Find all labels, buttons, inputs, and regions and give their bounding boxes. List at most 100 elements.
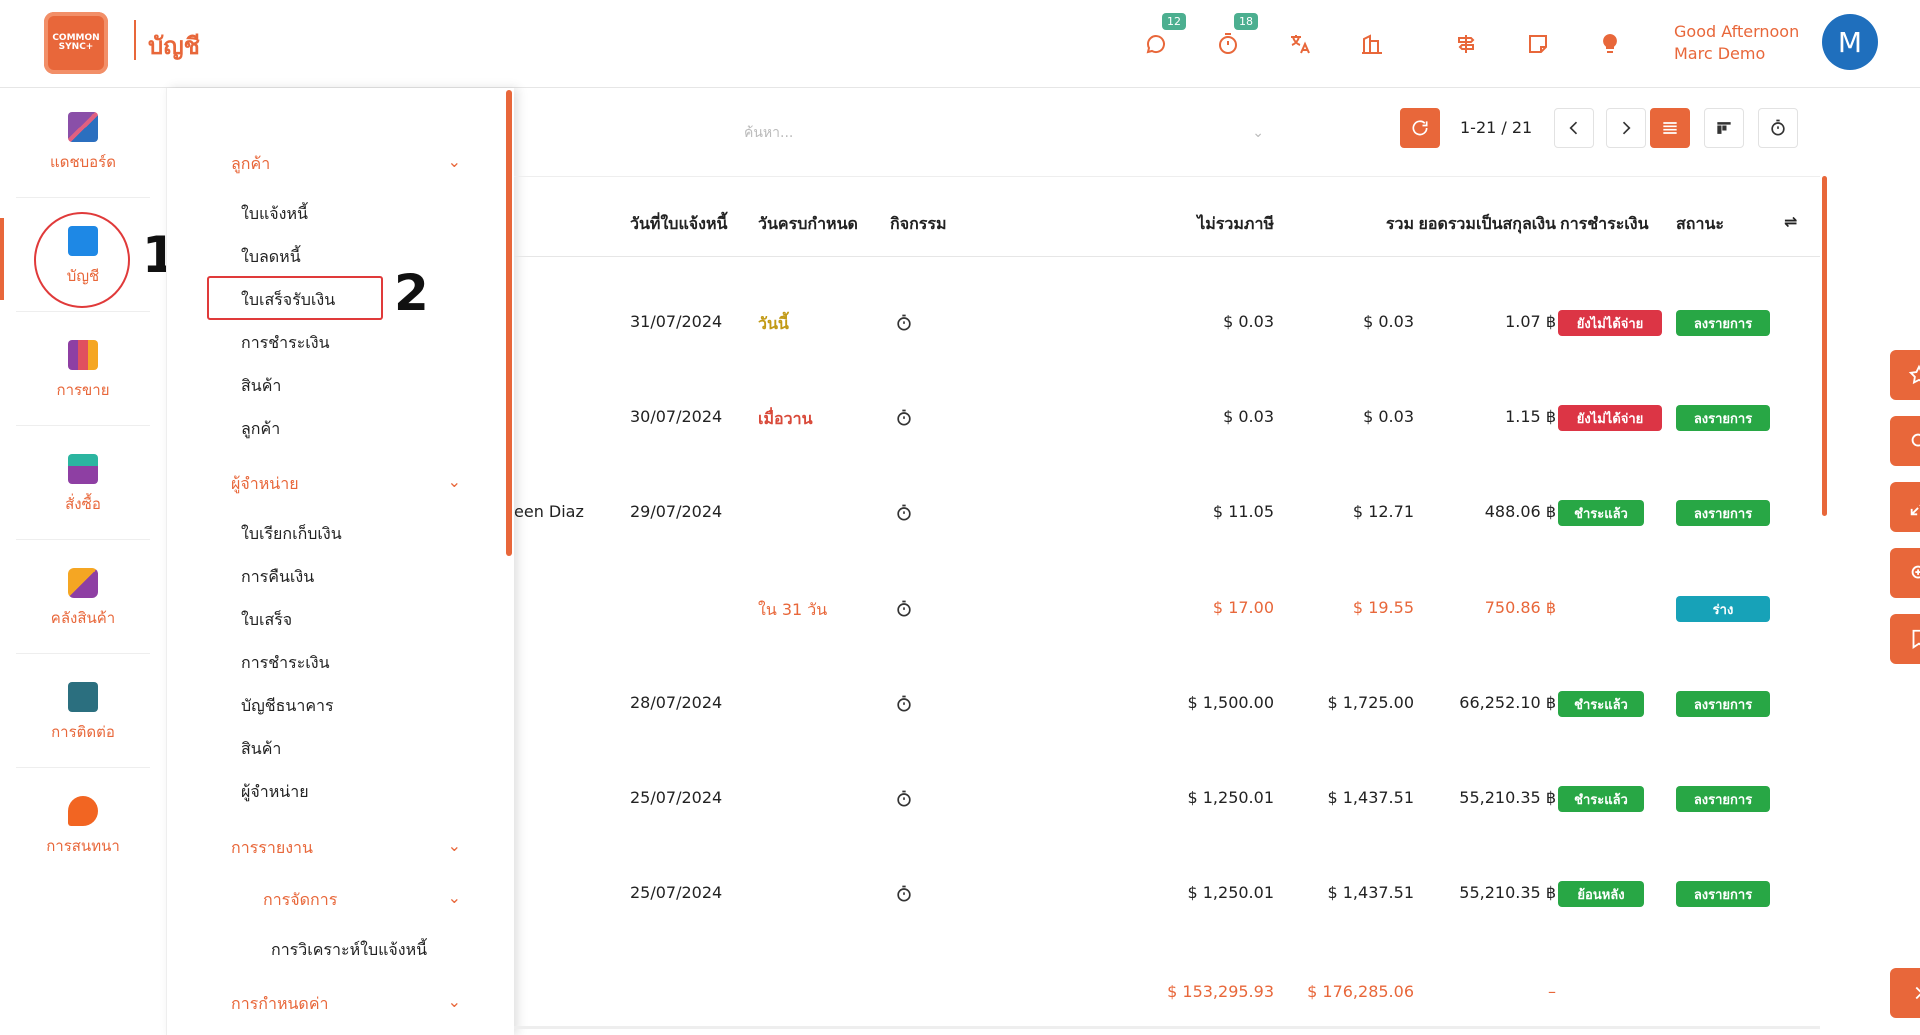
payment-status-badge: ย้อนหลัง (1558, 881, 1644, 907)
chevron-left-icon (1569, 121, 1578, 135)
logo-divider (134, 20, 136, 60)
kanban-icon (1717, 122, 1731, 134)
submenu-item-credit-notes[interactable]: ใบลดหนี้ (241, 247, 301, 266)
annotation-box (207, 276, 383, 320)
submenu-item-invoices[interactable]: ใบแจ้งหนี้ (241, 204, 308, 223)
footer-divider (514, 1026, 1820, 1029)
chevron-down-icon: ⌄ (447, 472, 461, 491)
refresh-button[interactable] (1400, 108, 1440, 148)
col-untaxed[interactable]: ไม่รวมภาษี (1197, 214, 1274, 233)
toolbar-divider (514, 176, 1820, 177)
nav-dashboard[interactable]: แดชบอร์ด (16, 88, 150, 198)
untaxed-cell: $ 11.05 (1212, 502, 1274, 521)
payment-status-badge: ยังไม่ได้จ่าย (1558, 405, 1662, 431)
partner-cell: een Diaz (514, 502, 584, 521)
favorite-button[interactable] (1890, 350, 1920, 400)
refresh-icon (1412, 120, 1428, 136)
messages-icon[interactable]: 12 (1142, 13, 1186, 58)
col-status[interactable]: สถานะ (1676, 214, 1724, 233)
col-activity[interactable]: กิจกรรม (890, 214, 947, 233)
status-badge: ลงรายการ (1676, 881, 1770, 907)
submenu-head-management[interactable]: การจัดการ ⌄ (263, 888, 461, 913)
main-scrollbar[interactable] (1822, 176, 1827, 516)
zoom-button[interactable] (1890, 548, 1920, 598)
submenu-item-refunds[interactable]: การคืนเงิน (241, 567, 315, 586)
main-content: ค้นหา... ⌄ 1-21 / 21 วันที่ใบแจ้งหนี้ วั… (514, 88, 1860, 1035)
col-total-currency[interactable]: ยอดรวมเป็นสกุลเงิน (1418, 214, 1556, 233)
star-icon (1908, 364, 1920, 385)
avatar[interactable]: M (1822, 14, 1878, 70)
nav-inventory[interactable]: คลังสินค้า (16, 544, 150, 654)
nav-label: คลังสินค้า (50, 608, 116, 627)
payment-status-badge: ยังไม่ได้จ่าย (1558, 310, 1662, 336)
company-icon[interactable] (1358, 30, 1386, 58)
activity-timer-icon[interactable] (894, 313, 914, 333)
nav-sales[interactable]: การขาย (16, 316, 150, 426)
language-icon[interactable] (1286, 30, 1314, 58)
nav-purchase[interactable]: สั่งซื้อ (16, 430, 150, 540)
prev-page-button[interactable] (1554, 108, 1594, 148)
activity-timer-icon[interactable] (894, 599, 914, 619)
app-logo[interactable]: COMMON SYNC+ (44, 12, 108, 74)
submenu-scrollbar[interactable] (506, 90, 512, 556)
submenu-item-customers[interactable]: ลูกค้า (241, 419, 281, 438)
submenu-item-vendors[interactable]: ผู้จำหน่าย (241, 782, 309, 801)
col-payment[interactable]: การชำระเงิน (1560, 214, 1649, 233)
bookmark-button[interactable] (1890, 614, 1920, 664)
col-due-date[interactable]: วันครบกำหนด (758, 214, 858, 233)
top-bar: COMMON SYNC+ บัญชี 12 18 Good Afternoon … (0, 0, 1920, 88)
activity-timer-icon[interactable] (894, 503, 914, 523)
expand-button[interactable] (1890, 482, 1920, 532)
submenu-item-invoice-analysis[interactable]: การวิเคราะห์ใบแจ้งหนี้ (271, 940, 428, 959)
search-tool-button[interactable] (1890, 416, 1920, 466)
active-indicator (0, 218, 4, 300)
submenu-head-vendors[interactable]: ผู้จำหน่าย ⌄ (231, 472, 461, 497)
activity-timer-icon[interactable] (894, 694, 914, 714)
activity-timer-icon[interactable] (894, 789, 914, 809)
nav-discuss[interactable]: การสนทนา (16, 772, 150, 882)
submenu-item-vendor-products[interactable]: สินค้า (241, 739, 282, 758)
submenu-head-reporting[interactable]: การรายงาน ⌄ (231, 836, 461, 861)
lightbulb-icon[interactable] (1596, 30, 1624, 58)
note-icon[interactable] (1524, 30, 1552, 58)
total-cell: $ 19.55 (1352, 598, 1414, 617)
search-icon (1911, 433, 1920, 447)
chevron-right-icon (1915, 986, 1920, 1000)
submenu-item-vendor-payments[interactable]: การชำระเงิน (241, 653, 330, 672)
zoom-icon (1911, 565, 1920, 579)
status-badge: ลงรายการ (1676, 310, 1770, 336)
activity-timer-icon[interactable]: 18 (1214, 13, 1258, 58)
activity-timer-icon[interactable] (894, 408, 914, 428)
chevron-down-icon[interactable]: ⌄ (1252, 125, 1264, 141)
submenu-item-bills[interactable]: ใบเรียกเก็บเงิน (241, 524, 342, 543)
submenu-head-label: การจัดการ (263, 890, 338, 909)
purchase-icon (68, 453, 98, 484)
submenu-item-products[interactable]: สินค้า (241, 376, 282, 395)
kanban-view-button[interactable] (1704, 108, 1744, 148)
pager-value[interactable]: 1-21 / 21 (1460, 118, 1533, 137)
activity-view-button[interactable] (1758, 108, 1798, 148)
signpost-icon[interactable] (1452, 30, 1480, 58)
search-bar[interactable]: ค้นหา... ⌄ (744, 116, 1264, 150)
total-currency-cell: 488.06 ฿ (1484, 502, 1556, 521)
next-page-button[interactable] (1606, 108, 1646, 148)
nav-label: การติดต่อ (51, 722, 115, 741)
submenu-item-receipts[interactable]: ใบเสร็จรับเงิน (241, 290, 336, 309)
submenu-head-customers[interactable]: ลูกค้า ⌄ (231, 152, 461, 177)
collapse-panel-button[interactable] (1890, 968, 1920, 1018)
col-invoice-date[interactable]: วันที่ใบแจ้งหนี้ (630, 214, 728, 233)
activity-timer-icon[interactable] (894, 884, 914, 904)
chevron-down-icon: ⌄ (447, 888, 461, 907)
list-view-button[interactable] (1650, 108, 1690, 148)
nav-contacts[interactable]: การติดต่อ (16, 658, 150, 768)
submenu-item-bank-accounts[interactable]: บัญชีธนาคาร (241, 696, 334, 715)
search-input[interactable]: ค้นหา... (744, 125, 794, 141)
column-settings-icon[interactable]: ⇌ (1784, 212, 1798, 231)
col-total[interactable]: รวม (1385, 214, 1414, 233)
total-total: $ 176,285.06 (1307, 982, 1414, 1001)
submenu-head-config[interactable]: การกำหนดค่า ⌄ (231, 992, 461, 1017)
submenu-item-vendor-receipts[interactable]: ใบเสร็จ (241, 610, 293, 629)
invoice-date-cell: 29/07/2024 (630, 502, 723, 521)
due-date-cell: วันนี้ (758, 314, 789, 333)
submenu-item-payments[interactable]: การชำระเงิน (241, 333, 330, 352)
